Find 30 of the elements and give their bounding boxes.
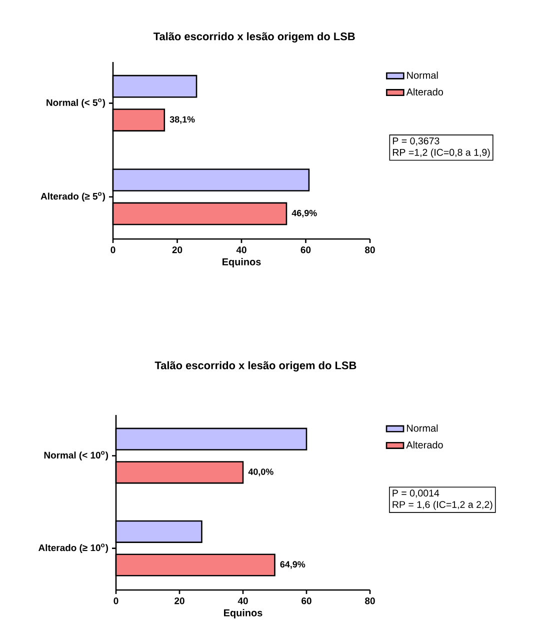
- x-tick-label: 40: [236, 246, 246, 254]
- x-axis-title: Equinos: [222, 258, 261, 268]
- annotation: 38,1%: [170, 116, 195, 124]
- legend-label: Normal: [406, 424, 438, 432]
- y-tick-label: Alterado (≥ 5$^{o}$): [40, 192, 106, 202]
- text: RP = 1,6 (IC=1,2 a 2,2): [392, 500, 492, 510]
- x-tick-label: 60: [302, 598, 312, 604]
- text: RP =1,2 (IC=0,8 a 1,9): [392, 148, 490, 158]
- x-tick-label: 0: [110, 246, 116, 254]
- x-tick-label: 80: [365, 598, 375, 604]
- legend-label: Normal: [407, 71, 438, 79]
- annotation: 64,9%: [280, 561, 306, 569]
- annotation: 46,9%: [292, 210, 317, 218]
- text: P = 0,0014: [392, 490, 440, 498]
- x-axis-title: Equinos: [224, 609, 262, 618]
- x-tick-label: 0: [114, 598, 118, 604]
- text: P = 0,3673: [392, 137, 440, 146]
- x-tick-label: 40: [238, 598, 248, 604]
- y-tick-label: Alterado (≥ 10$^{o}$): [38, 544, 108, 553]
- chart-title: Talão escorrido x lesão origem do LSB: [153, 32, 355, 42]
- y-tick-label: Normal (< 10$^{o}$): [44, 451, 108, 460]
- x-tick-label: 80: [365, 246, 375, 254]
- annotation: 40,0%: [248, 468, 274, 476]
- x-tick-label: 60: [300, 246, 311, 254]
- y-tick-label: Normal (< 5$^{o}$): [46, 98, 106, 108]
- x-tick-label: 20: [174, 598, 184, 604]
- legend-label: Alterado: [406, 88, 444, 96]
- x-tick-label: 20: [172, 246, 182, 254]
- legend-label: Alterado: [406, 441, 443, 448]
- chart-title: Talão escorrido x lesão origem do LSB: [154, 361, 356, 372]
